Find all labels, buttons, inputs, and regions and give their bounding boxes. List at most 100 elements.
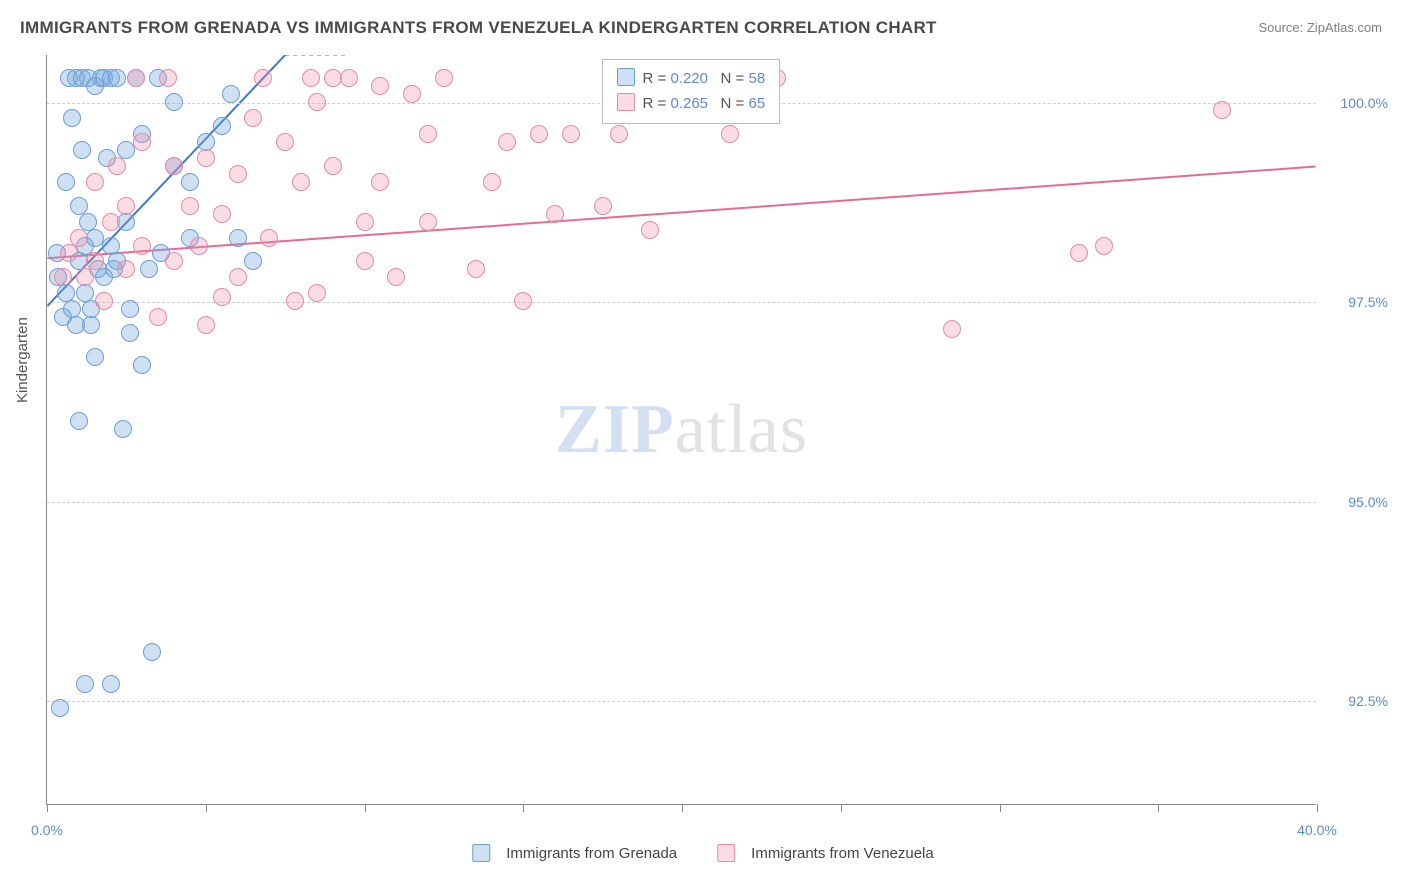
data-point (165, 93, 183, 111)
data-point (159, 69, 177, 87)
data-point (387, 268, 405, 286)
data-point (356, 252, 374, 270)
data-point (229, 165, 247, 183)
data-point (356, 213, 374, 231)
chart-title: IMMIGRANTS FROM GRENADA VS IMMIGRANTS FR… (20, 18, 937, 38)
data-point (340, 69, 358, 87)
data-point (371, 77, 389, 95)
x-tick (47, 804, 48, 812)
data-point (419, 213, 437, 231)
data-point (229, 268, 247, 286)
data-point (403, 85, 421, 103)
data-point (641, 221, 659, 239)
y-axis-label: Kindergarten (14, 317, 31, 403)
data-point (244, 109, 262, 127)
data-point (133, 237, 151, 255)
data-point (483, 173, 501, 191)
correlation-legend: R = 0.220 N = 58 R = 0.265 N = 65 (602, 59, 781, 124)
data-point (302, 69, 320, 87)
data-point (562, 125, 580, 143)
x-tick (1158, 804, 1159, 812)
x-tick-label: 40.0% (1297, 822, 1337, 838)
data-point (435, 69, 453, 87)
data-point (86, 173, 104, 191)
data-point (121, 324, 139, 342)
data-point (546, 205, 564, 223)
data-point (244, 252, 262, 270)
x-tick (682, 804, 683, 812)
data-point (213, 205, 231, 223)
data-point (181, 173, 199, 191)
data-point (197, 316, 215, 334)
data-point (127, 69, 145, 87)
legend-row: R = 0.220 N = 58 (617, 66, 766, 92)
x-tick-label: 0.0% (31, 822, 63, 838)
bottom-legend: Immigrants from Grenada Immigrants from V… (472, 844, 933, 862)
x-tick (1000, 804, 1001, 812)
legend-swatch (617, 93, 635, 111)
data-point (114, 420, 132, 438)
source-label: Source: ZipAtlas.com (1258, 20, 1382, 35)
grid-line (47, 701, 1316, 702)
legend-label: Immigrants from Venezuela (751, 845, 934, 862)
data-point (1213, 101, 1231, 119)
data-point (60, 244, 78, 262)
data-point (308, 93, 326, 111)
data-point (1095, 237, 1113, 255)
data-point (165, 252, 183, 270)
data-point (102, 213, 120, 231)
legend-text: R = 0.220 N = 58 (643, 70, 766, 87)
data-point (254, 69, 272, 87)
data-point (721, 125, 739, 143)
x-tick (206, 804, 207, 812)
data-point (95, 292, 113, 310)
data-point (73, 141, 91, 159)
x-tick (1317, 804, 1318, 812)
legend-label: Immigrants from Grenada (506, 845, 677, 862)
data-point (117, 213, 135, 231)
data-point (530, 125, 548, 143)
plot-area: ZIPatlas 92.5%95.0%97.5%100.0%0.0%40.0%R… (46, 55, 1316, 805)
data-point (308, 284, 326, 302)
y-tick-label: 95.0% (1348, 494, 1388, 510)
data-point (213, 117, 231, 135)
data-point (108, 69, 126, 87)
data-point (197, 149, 215, 167)
data-point (102, 675, 120, 693)
data-point (222, 85, 240, 103)
data-point (594, 197, 612, 215)
grid-line (47, 502, 1316, 503)
grid-line (47, 302, 1316, 303)
x-tick (841, 804, 842, 812)
legend-swatch (717, 844, 735, 862)
chart-container: IMMIGRANTS FROM GRENADA VS IMMIGRANTS FR… (0, 0, 1406, 892)
data-point (610, 125, 628, 143)
legend-text: R = 0.265 N = 65 (643, 95, 766, 112)
data-point (514, 292, 532, 310)
data-point (292, 173, 310, 191)
data-point (57, 173, 75, 191)
data-point (181, 197, 199, 215)
data-point (286, 292, 304, 310)
data-point (54, 268, 72, 286)
data-point (76, 268, 94, 286)
data-point (419, 125, 437, 143)
data-point (143, 643, 161, 661)
data-point (943, 320, 961, 338)
x-tick (523, 804, 524, 812)
y-tick-label: 97.5% (1348, 294, 1388, 310)
y-tick-label: 92.5% (1348, 693, 1388, 709)
legend-row: R = 0.265 N = 65 (617, 91, 766, 117)
data-point (117, 197, 135, 215)
bottom-legend-item: Immigrants from Grenada (472, 844, 677, 862)
data-point (276, 133, 294, 151)
data-point (371, 173, 389, 191)
data-point (140, 260, 158, 278)
data-point (108, 157, 126, 175)
watermark: ZIPatlas (555, 390, 808, 470)
data-point (51, 699, 69, 717)
data-point (229, 229, 247, 247)
data-point (467, 260, 485, 278)
data-point (133, 133, 151, 151)
data-point (70, 412, 88, 430)
